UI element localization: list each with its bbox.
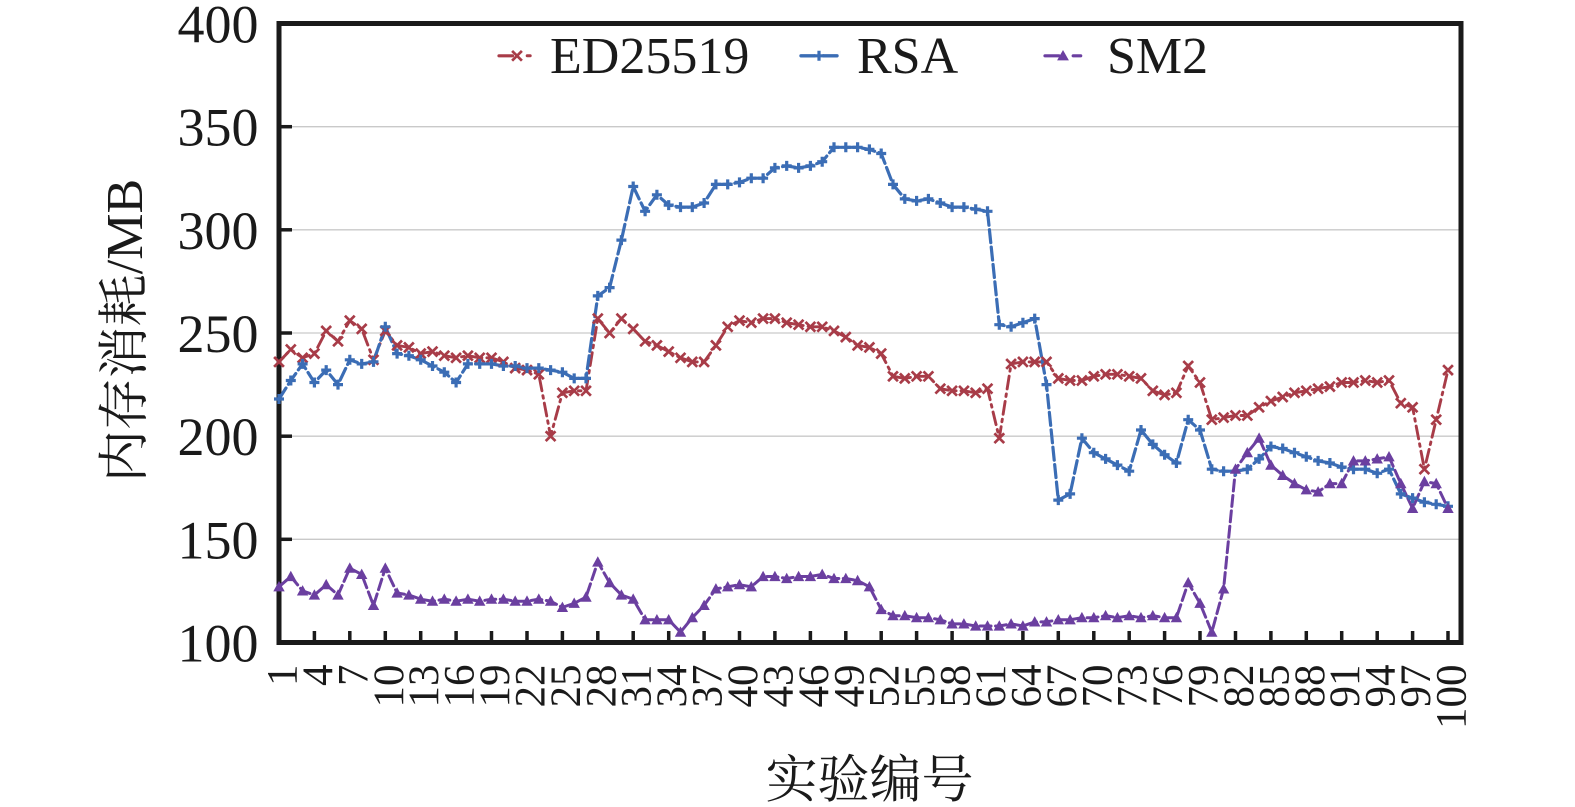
svg-text:350: 350 [178,98,259,158]
svg-text:150: 150 [178,510,259,570]
svg-text:19: 19 [472,665,519,708]
svg-text:4: 4 [295,665,342,687]
svg-text:76: 76 [1145,665,1192,708]
svg-text:13: 13 [401,665,448,708]
svg-text:85: 85 [1251,665,1298,708]
svg-text:43: 43 [755,665,802,708]
svg-text:40: 40 [720,665,767,708]
svg-text:1: 1 [260,665,307,687]
svg-text:91: 91 [1322,665,1369,708]
svg-text:400: 400 [178,0,259,55]
svg-text:97: 97 [1393,665,1440,708]
svg-text:25: 25 [543,665,590,708]
svg-text:34: 34 [649,665,696,708]
svg-text:10: 10 [366,665,413,708]
svg-text:82: 82 [1216,665,1263,708]
svg-text:88: 88 [1287,665,1334,708]
svg-text:94: 94 [1358,665,1405,708]
svg-text:7: 7 [330,665,377,687]
svg-text:46: 46 [791,665,838,708]
svg-text:61: 61 [968,665,1015,708]
svg-text:300: 300 [178,201,259,261]
svg-text:31: 31 [614,665,661,708]
svg-text:52: 52 [862,665,909,708]
svg-text:37: 37 [685,665,732,708]
svg-text:100: 100 [1429,665,1476,730]
svg-text:67: 67 [1039,665,1086,708]
svg-text:SM2: SM2 [1107,28,1208,85]
svg-text:ED25519: ED25519 [550,28,749,85]
svg-text:49: 49 [826,665,873,708]
svg-text:79: 79 [1181,665,1228,708]
svg-text:73: 73 [1110,665,1157,708]
svg-text:58: 58 [933,665,980,708]
svg-text:64: 64 [1003,665,1050,708]
svg-text:70: 70 [1074,665,1121,708]
svg-text:/MB: /MB [97,179,154,274]
svg-text:250: 250 [178,304,259,364]
svg-text:22: 22 [508,665,555,708]
svg-text:100: 100 [178,614,259,674]
svg-text:RSA: RSA [857,28,959,85]
svg-text:16: 16 [437,665,484,708]
svg-text:55: 55 [897,665,944,708]
svg-text:200: 200 [178,407,259,467]
svg-text:28: 28 [578,665,625,708]
